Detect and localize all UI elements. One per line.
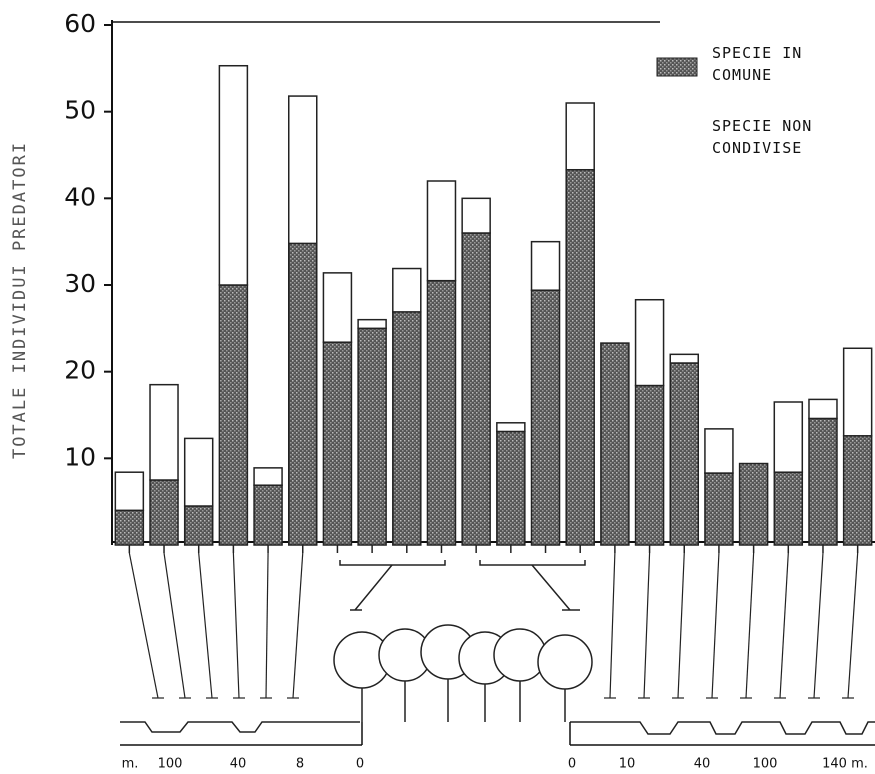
- bar-segment: [461, 197, 491, 234]
- y-axis-title: TOTALE INDIVIDUI PREDATORI: [10, 141, 30, 459]
- bar-segment: [218, 284, 249, 546]
- bar-segment: [704, 428, 734, 474]
- pointer: [128, 552, 159, 699]
- bar-segment: [253, 484, 283, 546]
- pointer: [677, 552, 685, 699]
- bar-segment: [669, 362, 699, 546]
- bar-segment: [808, 417, 838, 546]
- bar-segment: [114, 509, 145, 546]
- bar-segment: [392, 267, 422, 313]
- distance-label: 140 m.: [822, 757, 868, 772]
- distance-label: 40: [694, 757, 711, 772]
- bar-segment: [218, 64, 249, 286]
- distance-label: 0: [356, 757, 364, 772]
- bar-segment: [738, 462, 769, 546]
- bar-segment: [183, 437, 214, 507]
- distance-label: 10: [619, 757, 636, 772]
- ruler: [120, 722, 875, 746]
- y-tick-label: 40: [64, 182, 96, 211]
- bar-segment: [461, 232, 491, 546]
- distance-label: 8: [296, 757, 304, 772]
- y-tick-label: 60: [64, 9, 96, 38]
- y-tick-label: 10: [64, 442, 96, 471]
- legend-label: SPECIE IN COMUNE: [712, 44, 803, 84]
- y-tick-label: 20: [64, 356, 96, 385]
- bar-segment: [114, 471, 145, 512]
- bar-segment: [426, 180, 457, 282]
- landscape: [120, 560, 875, 735]
- bar-segment: [565, 102, 595, 171]
- bar-segment: [773, 471, 804, 546]
- distance-label: 0: [568, 757, 576, 772]
- bar-segment: [426, 279, 457, 546]
- pointer: [609, 552, 616, 699]
- bar-segment: [669, 353, 699, 364]
- pointer: [163, 552, 186, 699]
- bar-segment: [808, 398, 838, 420]
- bar-segment: [322, 341, 353, 546]
- bar-segment: [530, 240, 561, 291]
- pointer: [711, 552, 720, 699]
- distance-label: m.: [122, 757, 139, 772]
- bar-segment: [704, 472, 734, 546]
- pointer: [779, 552, 789, 699]
- bar-segment: [288, 242, 318, 546]
- pointer: [198, 552, 213, 699]
- bar-segment: [496, 422, 526, 433]
- pointer: [643, 552, 651, 699]
- bar-segment: [530, 289, 561, 546]
- bar-segment: [842, 435, 873, 546]
- bar-segment: [842, 347, 873, 437]
- pointer: [847, 552, 859, 699]
- bar-segment: [183, 505, 214, 546]
- bar-segment: [149, 479, 179, 546]
- pointer: [745, 552, 755, 699]
- pointer: [232, 552, 240, 699]
- bar-segment: [392, 311, 422, 546]
- bar-segment: [496, 430, 526, 546]
- distance-label: 40: [230, 757, 247, 772]
- bar-segment: [600, 342, 630, 546]
- bar-segment: [357, 327, 387, 546]
- bar-segment: [322, 272, 353, 343]
- distance-label: 100: [753, 757, 778, 772]
- distance-label: 100: [158, 757, 183, 772]
- legend-label: SPECIE NON CONDIVISE: [712, 117, 813, 157]
- bar-segment: [357, 318, 387, 330]
- bar-segment: [634, 298, 665, 387]
- pointer: [292, 552, 304, 699]
- y-tick-label: 50: [64, 96, 96, 125]
- bar-segment: [634, 384, 665, 546]
- pointer: [813, 552, 824, 699]
- bar-segment: [565, 168, 595, 546]
- legend-swatch: [656, 57, 698, 77]
- bar-segment: [149, 383, 179, 481]
- trees: [333, 624, 593, 722]
- pointer: [265, 552, 269, 699]
- bar-segment: [288, 95, 318, 245]
- bar-segment: [253, 467, 283, 486]
- y-tick-label: 30: [64, 269, 96, 298]
- bar-segment: [773, 401, 804, 473]
